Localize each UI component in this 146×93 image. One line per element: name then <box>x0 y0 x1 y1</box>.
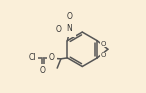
Text: O: O <box>100 41 106 47</box>
Text: O: O <box>49 53 55 62</box>
Text: O: O <box>66 12 72 21</box>
Text: Cl: Cl <box>28 53 36 62</box>
Text: N: N <box>66 24 72 33</box>
Text: O: O <box>56 25 62 34</box>
Text: ⁻: ⁻ <box>55 23 60 32</box>
Text: +: + <box>69 24 74 29</box>
Text: O: O <box>100 52 106 58</box>
Text: O: O <box>40 66 46 75</box>
